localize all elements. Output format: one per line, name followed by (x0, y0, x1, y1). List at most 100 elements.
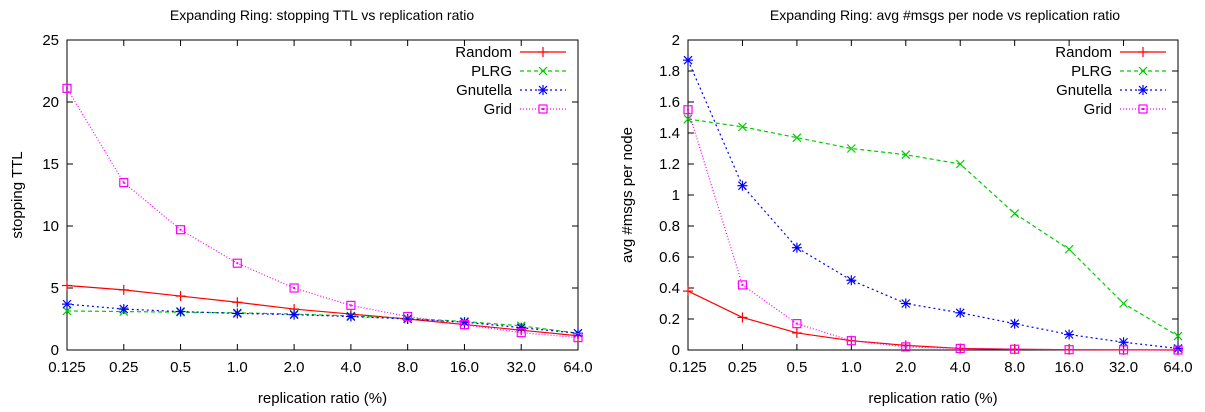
data-point (232, 297, 243, 308)
y-tick-label: 5 (51, 280, 59, 297)
x-tick-label: 64.0 (1163, 359, 1192, 376)
data-point (175, 306, 186, 317)
legend-marker (538, 104, 548, 114)
y-tick-label: 20 (42, 94, 59, 111)
data-point (791, 327, 802, 338)
x-tick-label: 0.25 (109, 359, 138, 376)
data-point (683, 55, 693, 66)
y-tick-label: 25 (42, 32, 59, 49)
data-point (900, 340, 911, 351)
x-axis-label: replication ratio (%) (868, 390, 997, 407)
data-point (955, 159, 965, 169)
data-point (516, 328, 526, 338)
data-point (846, 275, 857, 286)
x-tick-label: 0.125 (48, 359, 86, 376)
data-point (738, 122, 747, 132)
legend-entry-grid: Grid (1084, 101, 1166, 118)
chart-panel-2: Expanding Ring: avg #msgs per node vs re… (619, 7, 1193, 407)
legend-marker (538, 85, 548, 95)
x-tick-label: 16.0 (450, 359, 479, 376)
y-tick-label: 0.6 (659, 249, 680, 266)
data-point (792, 319, 802, 329)
series-plrg (683, 114, 1183, 341)
data-point (289, 283, 299, 293)
x-tick-label: 0.125 (669, 359, 707, 376)
legend-label: Grid (1084, 101, 1112, 118)
x-axis-label: replication ratio (%) (258, 390, 387, 407)
series-line (66, 284, 579, 337)
series-grid (62, 83, 583, 343)
series-line (687, 59, 1179, 350)
x-tick-label: 64.0 (563, 359, 592, 376)
data-point (62, 306, 72, 316)
x-tick-label: 8.0 (397, 359, 418, 376)
y-tick-label: 1.2 (659, 156, 680, 173)
x-tick-label: 2.0 (284, 359, 305, 376)
legend-marker (1138, 85, 1148, 95)
chart-panel-1: Expanding Ring: stopping TTL vs replicat… (9, 7, 593, 407)
x-tick-label: 0.25 (728, 359, 757, 376)
y-tick-label: 0 (672, 342, 680, 359)
data-point (459, 317, 470, 328)
legend-entry-plrg: PLRG (471, 63, 566, 80)
series-line (66, 303, 579, 334)
data-point (118, 284, 129, 295)
y-tick-label: 1.4 (659, 125, 680, 142)
legend-marker (538, 66, 548, 76)
y-tick-label: 0 (51, 342, 59, 359)
legend-entry-grid: Grid (484, 101, 566, 118)
y-tick-label: 1 (672, 187, 680, 204)
data-point (737, 280, 748, 290)
legend-label: PLRG (471, 63, 512, 80)
data-point (459, 319, 470, 330)
series-line (66, 88, 579, 339)
legend-entry-random: Random (455, 44, 566, 61)
data-point (573, 333, 583, 343)
legend-entry-plrg: PLRG (1071, 63, 1166, 80)
series-line (66, 310, 579, 334)
x-tick-label: 1.0 (227, 359, 248, 376)
x-tick-label: 32.0 (1109, 359, 1138, 376)
data-point (1064, 244, 1074, 254)
data-point (1009, 318, 1020, 329)
legend-label: Grid (484, 101, 512, 118)
data-point (175, 225, 186, 235)
data-point (900, 298, 911, 309)
series-gnutella (62, 299, 583, 339)
y-axis-label: avg #msgs per node (619, 127, 636, 263)
legend-entry-gnutella: Gnutella (1056, 82, 1166, 99)
data-point (901, 150, 911, 160)
data-point (1173, 345, 1183, 355)
chart-title: Expanding Ring: avg #msgs per node vs re… (770, 7, 1120, 23)
y-axis-label: stopping TTL (9, 151, 26, 238)
x-tick-label: 32.0 (507, 359, 536, 376)
data-point (683, 286, 693, 297)
y-tick-label: 0.8 (659, 218, 680, 235)
data-point (846, 336, 856, 346)
data-point (516, 322, 527, 333)
data-point (955, 307, 966, 318)
data-point (1119, 299, 1128, 308)
series-grid (683, 105, 1183, 355)
legend-label: Random (455, 44, 512, 61)
x-tick-label: 0.5 (170, 359, 191, 376)
legend-entry-random: Random (1055, 44, 1166, 61)
legend-marker (1138, 66, 1148, 76)
x-tick-label: 4.0 (950, 359, 971, 376)
data-point (1010, 344, 1020, 354)
data-point (289, 309, 300, 320)
data-point (346, 300, 356, 310)
legend-entry-gnutella: Gnutella (456, 82, 566, 99)
data-point (175, 291, 186, 302)
y-tick-label: 0.2 (659, 311, 680, 328)
data-point (1173, 331, 1183, 341)
y-tick-label: 2 (672, 32, 680, 49)
data-point (791, 242, 802, 253)
legend-label: Gnutella (1056, 82, 1113, 99)
data-point (119, 178, 129, 188)
data-point (232, 308, 243, 319)
data-point (403, 311, 413, 322)
data-point (737, 312, 748, 323)
